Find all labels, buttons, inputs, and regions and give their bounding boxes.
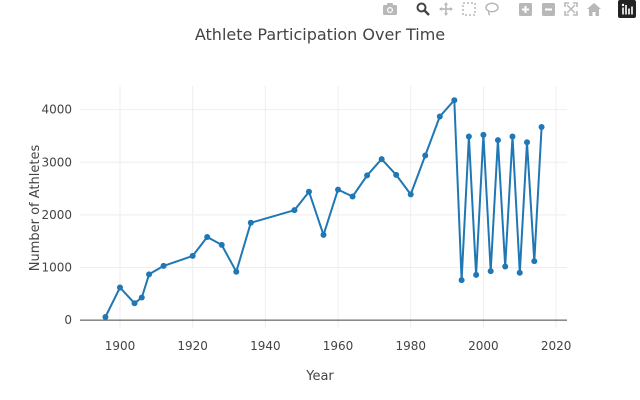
autoscale-icon[interactable] (562, 0, 580, 18)
modebar (376, 0, 636, 18)
x-tick-label: 2000 (468, 339, 499, 353)
x-tick-label: 1900 (105, 339, 136, 353)
data-point[interactable] (146, 271, 153, 278)
lasso-select-icon[interactable] (483, 0, 501, 18)
y-tick-label: 1000 (41, 261, 72, 275)
x-tick-label: 1980 (395, 339, 426, 353)
data-point[interactable] (160, 262, 167, 269)
series-line (104, 99, 543, 318)
data-point[interactable] (247, 219, 254, 226)
data-point[interactable] (218, 241, 225, 248)
data-point[interactable] (349, 193, 356, 200)
data-point[interactable] (393, 171, 400, 178)
data-point[interactable] (204, 233, 211, 240)
camera-icon[interactable] (381, 0, 399, 18)
data-point[interactable] (480, 131, 487, 138)
data-point[interactable] (407, 191, 414, 198)
data-point[interactable] (451, 97, 458, 104)
x-tick-label: 1940 (250, 339, 281, 353)
zoom-in-icon[interactable] (516, 0, 534, 18)
data-point[interactable] (131, 300, 138, 307)
y-tick-label: 2000 (41, 208, 72, 222)
reset-axes-icon[interactable] (585, 0, 603, 18)
y-tick-label: 3000 (41, 155, 72, 169)
data-point[interactable] (305, 188, 312, 195)
y-tick-label: 4000 (41, 103, 72, 117)
data-point[interactable] (364, 172, 371, 179)
y-axis-title: Number of Athletes (28, 145, 43, 272)
data-point[interactable] (494, 137, 501, 144)
data-point[interactable] (538, 124, 545, 131)
chart-title: Athlete Participation Over Time (195, 25, 445, 44)
data-point[interactable] (138, 294, 145, 301)
data-point[interactable] (473, 271, 480, 278)
data-point[interactable] (487, 268, 494, 275)
data-point[interactable] (291, 207, 298, 214)
zoom-out-icon[interactable] (539, 0, 557, 18)
data-point[interactable] (102, 313, 109, 320)
plotly-logo-icon[interactable] (618, 0, 636, 18)
data-point[interactable] (116, 284, 123, 291)
data-point[interactable] (436, 113, 443, 120)
data-point[interactable] (516, 269, 523, 276)
x-tick-label: 1920 (177, 339, 208, 353)
data-point[interactable] (531, 258, 538, 265)
box-select-icon[interactable] (460, 0, 478, 18)
data-point[interactable] (509, 133, 516, 140)
data-point[interactable] (458, 277, 465, 284)
x-axis-title: Year (305, 369, 334, 384)
data-point[interactable] (465, 133, 472, 140)
series-group (102, 97, 545, 320)
x-tick-label: 2020 (541, 339, 572, 353)
data-point[interactable] (335, 186, 342, 193)
tick-labels: 1900 1920 1940 1960 1980 2000 2020 0 1000 2000 300… (41, 103, 571, 353)
data-point[interactable] (189, 252, 196, 259)
y-tick-label: 0 (64, 313, 72, 327)
data-point[interactable] (233, 268, 240, 275)
data-point[interactable] (502, 263, 509, 270)
data-point[interactable] (524, 139, 531, 146)
data-point[interactable] (422, 152, 429, 159)
data-point[interactable] (320, 231, 327, 238)
x-tick-label: 1960 (323, 339, 354, 353)
data-point[interactable] (378, 156, 385, 163)
pan-icon[interactable] (437, 0, 455, 18)
zoom-icon[interactable] (414, 0, 432, 18)
